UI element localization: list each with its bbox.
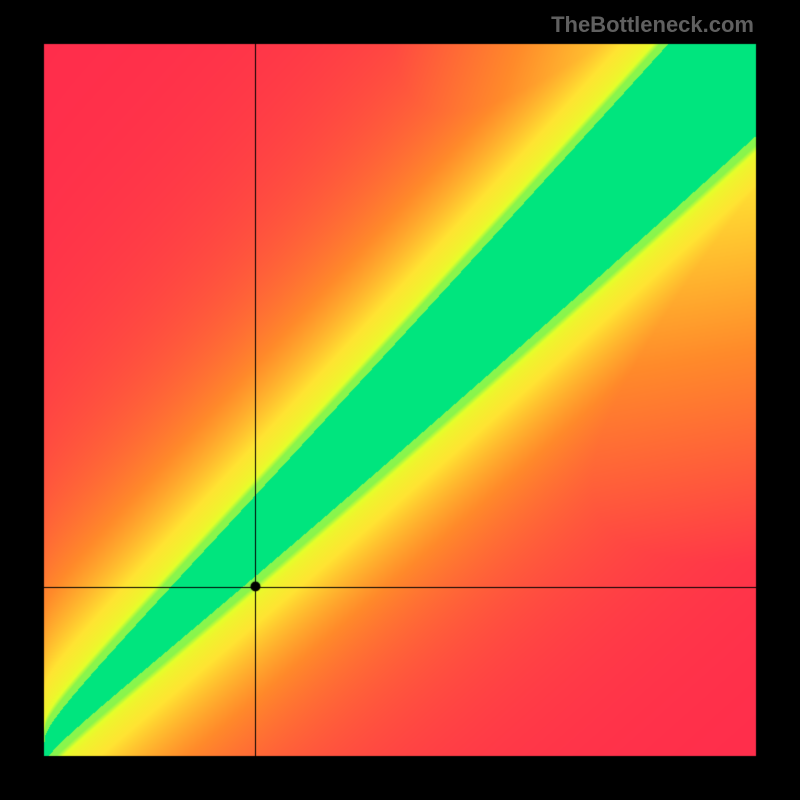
bottleneck-heatmap-canvas	[0, 0, 800, 800]
chart-container: TheBottleneck.com	[0, 0, 800, 800]
watermark-text: TheBottleneck.com	[551, 12, 754, 38]
